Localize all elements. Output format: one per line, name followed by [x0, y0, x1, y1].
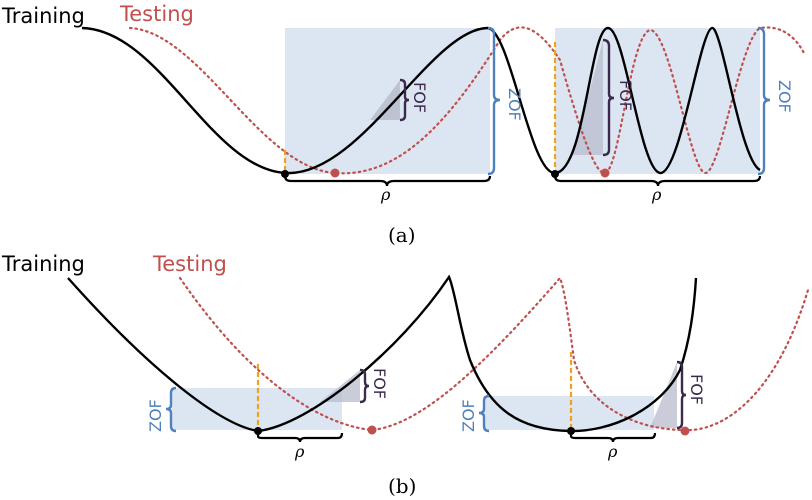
testing-curve-b	[178, 275, 810, 432]
zof-bracket-b-left	[165, 386, 177, 433]
zof-bracket-a-right	[757, 26, 771, 176]
fof-bracket-b-right	[676, 360, 687, 430]
rho-bracket-b-right	[569, 432, 657, 443]
testing-minimum-dot-a-left	[330, 168, 340, 178]
fof-region-a-left	[370, 80, 400, 120]
fof-region-b-left	[320, 370, 360, 402]
fof-bracket-a-right	[602, 38, 615, 157]
fof-label-b-right: FOF	[687, 374, 706, 405]
rho-label-a-right: ρ	[651, 185, 662, 204]
fof-region-b-right	[650, 362, 677, 428]
testing-label-b: Testing	[152, 252, 227, 276]
rho-label-b-right: ρ	[607, 442, 618, 461]
testing-curve-a	[128, 26, 807, 175]
zof-label-b-left: ZOF	[146, 399, 165, 432]
rho-bracket-b-left	[256, 432, 344, 443]
rho-bracket-a-left	[283, 175, 492, 187]
fof-bracket-a-left	[399, 78, 410, 122]
caption-a: (a)	[388, 223, 416, 247]
zof-label-b-right: ZOF	[459, 399, 478, 432]
rho-label-a-left: ρ	[380, 185, 391, 204]
zof-region-b-right	[484, 396, 654, 430]
testing-minimum-dot-a-right	[600, 168, 610, 178]
zof-label-a-right: ZOF	[775, 80, 794, 113]
training-curve-b	[67, 274, 698, 433]
zof-bracket-a-left	[487, 26, 501, 176]
fof-bracket-b-left	[359, 368, 370, 404]
training-minimum-dot-a-right	[551, 170, 559, 178]
training-minimum-dot-b-left	[254, 427, 262, 435]
testing-label-a: Testing	[119, 2, 194, 26]
testing-minimum-dot-b-left	[367, 425, 377, 435]
testing-minimum-dot-b-right	[680, 426, 690, 436]
zof-label-a-left: ZOF	[505, 88, 524, 121]
zof-bracket-b-right	[478, 394, 490, 433]
rho-label-b-left: ρ	[294, 442, 305, 461]
fof-label-a-left: FOF	[410, 82, 429, 113]
training-minimum-dot-b-right	[567, 427, 575, 435]
panel-b: Training Testing ZOF ZOF FOF FOF ρ ρ (b)	[1, 252, 810, 498]
rho-bracket-a-right	[553, 175, 762, 187]
fof-label-a-right: FOF	[616, 80, 635, 111]
training-label-a: Training	[1, 4, 85, 28]
caption-b: (b)	[388, 474, 416, 498]
training-minimum-dot-a-left	[281, 170, 289, 178]
fof-label-b-left: FOF	[370, 368, 389, 399]
training-label-b: Training	[1, 252, 85, 276]
panel-a: Training Testing ZOF ZOF FOF FOF ρ ρ (a)	[1, 2, 807, 247]
